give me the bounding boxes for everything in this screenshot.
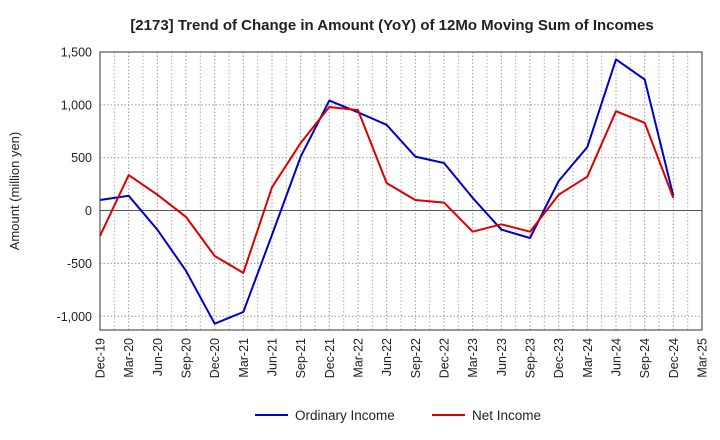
x-tick-label: Sep-22 [409, 338, 423, 378]
x-tick-label: Mar-25 [696, 338, 710, 378]
x-tick-label: Sep-21 [294, 338, 308, 378]
x-tick-label: Mar-24 [581, 338, 595, 378]
series-lines [99, 58, 675, 325]
x-tick-label: Jun-24 [610, 338, 624, 376]
x-tick-label: Jun-22 [380, 338, 394, 376]
x-tick-label: Dec-24 [667, 338, 681, 378]
x-tick-label: Mar-20 [122, 338, 136, 378]
y-tick-labels: -1,000 -500 0 500 1,000 1,500 [57, 46, 93, 324]
series-line [99, 106, 675, 274]
y-tick-label: -500 [67, 257, 92, 271]
x-tick-label: Dec-21 [323, 338, 337, 378]
y-tick-label: 500 [71, 151, 92, 165]
legend-label: Net Income [472, 408, 541, 423]
y-tick-label: 0 [85, 204, 92, 218]
y-tick-label: -1,000 [57, 310, 92, 324]
x-tick-labels: Dec-19 Mar-20 Jun-20 Sep-20 Dec-20 Mar-21 Jun-… [94, 338, 710, 378]
x-tick-label: Jun-21 [266, 338, 280, 376]
plot-frame [99, 51, 703, 331]
x-tick-label: Sep-20 [180, 338, 194, 378]
x-tick-label: Jun-20 [151, 338, 165, 376]
x-tick-label: Dec-20 [208, 338, 222, 378]
y-axis-label: Amount (million yen) [7, 132, 22, 251]
x-tick-label: Dec-23 [552, 338, 566, 378]
legend-label: Ordinary Income [295, 408, 395, 423]
y-tick-label: 1,000 [61, 98, 92, 112]
chart-title: [2173] Trend of Change in Amount (YoY) o… [130, 17, 653, 34]
x-tick-label: Dec-22 [438, 338, 452, 378]
x-tick-label: Sep-24 [638, 338, 652, 378]
x-tick-label: Jun-23 [495, 338, 509, 376]
x-tick-label: Mar-23 [466, 338, 480, 378]
x-tick-label: Mar-22 [352, 338, 366, 378]
legend: Ordinary Income Net Income [255, 408, 541, 423]
x-tick-label: Dec-19 [94, 338, 108, 378]
x-tick-label: Mar-21 [237, 338, 251, 378]
series-line [99, 58, 675, 325]
x-tick-label: Sep-23 [524, 338, 538, 378]
y-tick-label: 1,500 [61, 46, 92, 60]
